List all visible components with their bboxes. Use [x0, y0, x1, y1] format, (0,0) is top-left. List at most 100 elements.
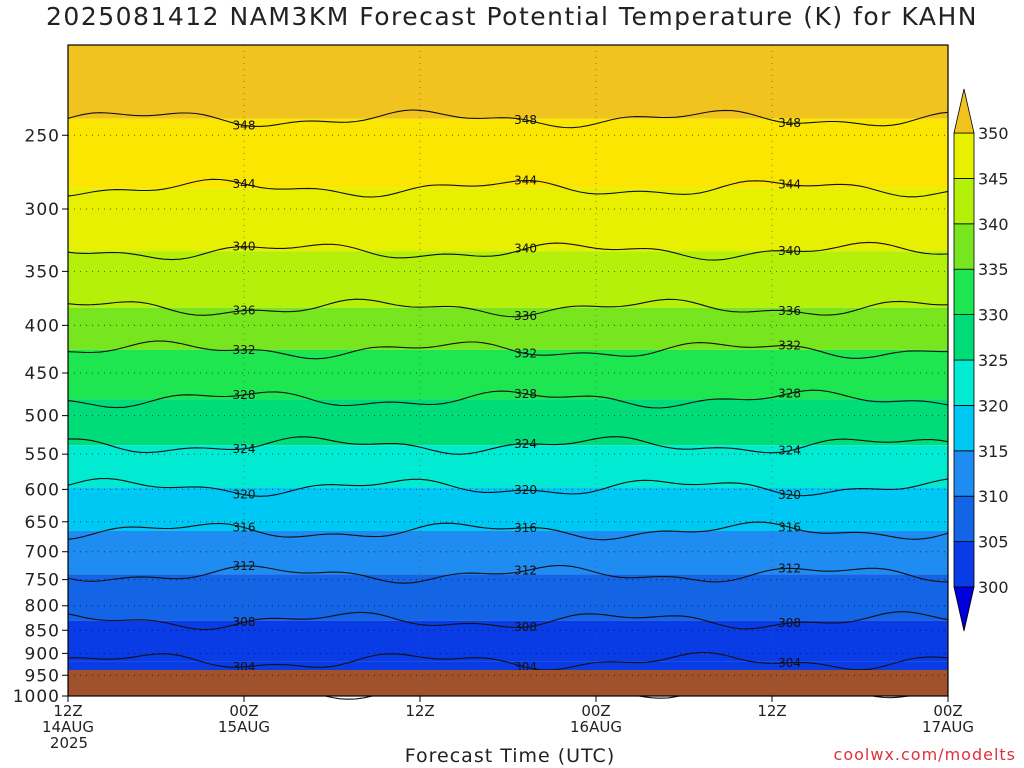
y-tick-label: 300: [25, 200, 60, 220]
x-tick-hour: 00Z: [229, 702, 258, 720]
colorbar-segment: [953, 359, 975, 406]
colorbar-tick-label: 335: [978, 260, 1009, 279]
x-tick-date: 15AUG: [218, 718, 270, 736]
isentrope-label: 316: [233, 521, 256, 535]
colorbar-segment: [953, 268, 975, 316]
layer-band: [68, 661, 948, 670]
isentrope-label: 328: [233, 388, 256, 402]
colorbar-segment: [953, 177, 975, 225]
plot-frame: [67, 44, 949, 697]
isentrope-label: 348: [778, 116, 801, 130]
isentrope-label: 328: [514, 387, 537, 401]
y-tick-label: 500: [25, 407, 60, 427]
colorbar-segment: [953, 404, 975, 452]
isentrope-label: 308: [514, 620, 537, 634]
isentrope-320: [67, 478, 949, 497]
isentrope-label: 332: [778, 339, 801, 353]
isentrope-label: 348: [233, 118, 256, 132]
isentrope-label: 308: [778, 616, 801, 630]
credit-link[interactable]: coolwx.com/modelts: [833, 745, 1016, 764]
isentrope-label: 344: [778, 178, 801, 192]
colorbar-tick-label: 320: [978, 396, 1009, 415]
layer-band: [68, 530, 948, 575]
colorbar-tick-label: 325: [978, 351, 1009, 370]
colorbar-tick-label: 345: [978, 169, 1009, 188]
isentrope-label: 336: [778, 304, 801, 318]
x-tick-hour: 12Z: [757, 702, 786, 720]
x-tick-year: 2025: [50, 734, 88, 752]
colorbar: 300 305 310 315 320 325 330 335 340 345 350: [953, 88, 1009, 632]
y-tick-label: 950: [25, 666, 60, 686]
isentrope-340: [67, 241, 949, 261]
colorbar-bottom-arrow: [953, 586, 975, 632]
layer-band: [68, 188, 948, 252]
y-tick-label: 850: [25, 621, 60, 641]
layer-band: [68, 118, 948, 189]
layer-band: [68, 399, 948, 446]
isentrope-label: 340: [514, 242, 537, 256]
isentrope-label: 312: [778, 561, 801, 575]
isentrope-label: 316: [514, 521, 537, 535]
grid-lines: [68, 45, 948, 697]
x-tick-hour: 12Z: [53, 702, 82, 720]
colorbar-tick-label: 330: [978, 306, 1009, 325]
x-axis-label: Forecast Time (UTC): [404, 745, 616, 767]
isentrope-344: [67, 178, 949, 198]
isentrope-label: 324: [233, 442, 256, 456]
y-tick-label: 450: [25, 364, 60, 384]
colorbar-tick-label: 340: [978, 215, 1009, 234]
isentrope-label: 340: [233, 240, 256, 254]
y-tick-label: 650: [25, 513, 60, 533]
colorbar-segment: [953, 450, 975, 497]
colorbar-tick-label: 315: [978, 442, 1009, 461]
colorbar-top-arrow: [953, 88, 975, 134]
isentrope-324: [67, 436, 949, 455]
isentrope-label: 316: [778, 520, 801, 534]
isentrope-316: [67, 521, 949, 541]
surface-ground: [68, 670, 948, 696]
layer-band: [68, 251, 948, 308]
x-tick-hour: 00Z: [933, 702, 962, 720]
isentrope-label: 320: [233, 488, 256, 502]
isentrope-label: 320: [514, 483, 537, 497]
y-tick-label: 600: [25, 480, 60, 500]
isentrope-label: 308: [233, 615, 256, 629]
colorbar-segment: [953, 223, 975, 270]
y-tick-label: 350: [25, 262, 60, 282]
colorbar-segment: [953, 541, 975, 588]
layer-band: [68, 45, 948, 119]
y-axis: 250 300 350 400 450 500 550 600 650 700 750 800 850 9…: [13, 126, 68, 707]
x-tick-hour: 12Z: [405, 702, 434, 720]
x-tick-date: 16AUG: [570, 718, 622, 736]
filled-layers: [68, 45, 948, 670]
isentrope-lines: 3003003003043043043083083083123123123163…: [67, 109, 949, 700]
x-tick-date: 17AUG: [922, 718, 974, 736]
isentrope-label: 348: [514, 113, 537, 127]
isentrope-label: 324: [778, 444, 801, 458]
isentrope-label: 340: [778, 244, 801, 258]
y-tick-label: 1000: [13, 687, 60, 707]
y-tick-label: 550: [25, 445, 60, 465]
layer-band: [68, 445, 948, 488]
y-tick-label: 250: [25, 126, 60, 146]
isentrope-312: [67, 565, 949, 584]
colorbar-tick-label: 300: [978, 578, 1009, 597]
chart-title: 2025081412 NAM3KM Forecast Potential Tem…: [46, 2, 978, 31]
isentrope-label: 312: [233, 559, 256, 573]
isentrope-308: [67, 611, 949, 631]
isentrope-label: 324: [514, 437, 537, 451]
colorbar-tick-label: 310: [978, 487, 1009, 506]
colorbar-segment: [953, 132, 975, 179]
y-tick-label: 750: [25, 571, 60, 591]
layer-band: [68, 574, 948, 621]
isentrope-332: [67, 340, 948, 360]
isentrope-label: 328: [778, 386, 801, 400]
colorbar-tick-label: 305: [978, 533, 1009, 552]
isentrope-label: 304: [778, 656, 801, 670]
isentrope-label: 312: [514, 564, 537, 578]
y-tick-label: 800: [25, 597, 60, 617]
isentrope-label: 332: [233, 343, 256, 357]
isentrope-label: 344: [514, 173, 537, 187]
isentrope-label: 332: [514, 347, 537, 361]
